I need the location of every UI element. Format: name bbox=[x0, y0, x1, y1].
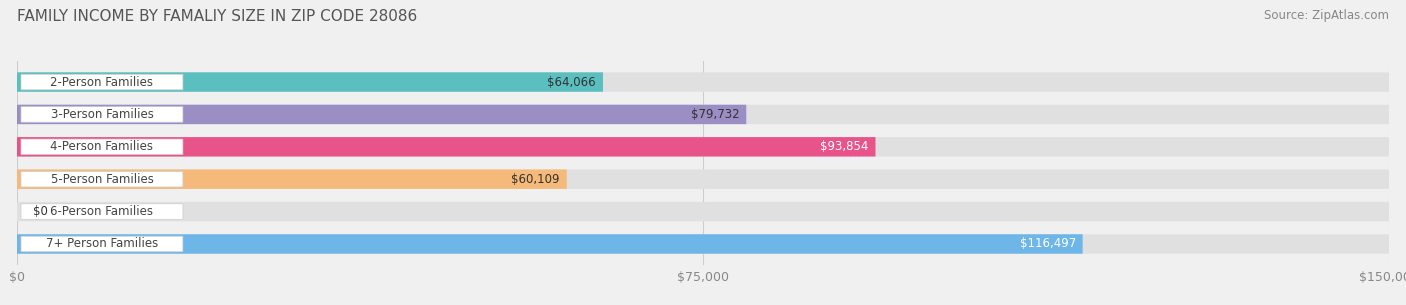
Text: 7+ Person Families: 7+ Person Families bbox=[46, 238, 157, 250]
Text: $60,109: $60,109 bbox=[512, 173, 560, 186]
FancyBboxPatch shape bbox=[17, 170, 567, 189]
FancyBboxPatch shape bbox=[17, 137, 1389, 156]
Text: $79,732: $79,732 bbox=[690, 108, 740, 121]
Text: 3-Person Families: 3-Person Families bbox=[51, 108, 153, 121]
FancyBboxPatch shape bbox=[21, 171, 183, 187]
FancyBboxPatch shape bbox=[21, 74, 183, 90]
Text: Source: ZipAtlas.com: Source: ZipAtlas.com bbox=[1264, 9, 1389, 22]
Text: $0: $0 bbox=[34, 205, 48, 218]
FancyBboxPatch shape bbox=[21, 236, 183, 252]
FancyBboxPatch shape bbox=[17, 234, 1389, 254]
Text: $116,497: $116,497 bbox=[1019, 238, 1076, 250]
FancyBboxPatch shape bbox=[17, 105, 747, 124]
FancyBboxPatch shape bbox=[17, 202, 1389, 221]
FancyBboxPatch shape bbox=[17, 137, 876, 156]
FancyBboxPatch shape bbox=[17, 72, 603, 92]
FancyBboxPatch shape bbox=[21, 107, 183, 122]
FancyBboxPatch shape bbox=[17, 72, 1389, 92]
Text: 4-Person Families: 4-Person Families bbox=[51, 140, 153, 153]
FancyBboxPatch shape bbox=[21, 204, 183, 219]
Text: FAMILY INCOME BY FAMALIY SIZE IN ZIP CODE 28086: FAMILY INCOME BY FAMALIY SIZE IN ZIP COD… bbox=[17, 9, 418, 24]
FancyBboxPatch shape bbox=[17, 234, 1083, 254]
Text: 5-Person Families: 5-Person Families bbox=[51, 173, 153, 186]
Text: 6-Person Families: 6-Person Families bbox=[51, 205, 153, 218]
FancyBboxPatch shape bbox=[21, 139, 183, 155]
FancyBboxPatch shape bbox=[17, 170, 1389, 189]
Text: $64,066: $64,066 bbox=[547, 76, 596, 88]
Text: $93,854: $93,854 bbox=[820, 140, 869, 153]
FancyBboxPatch shape bbox=[17, 105, 1389, 124]
Text: 2-Person Families: 2-Person Families bbox=[51, 76, 153, 88]
